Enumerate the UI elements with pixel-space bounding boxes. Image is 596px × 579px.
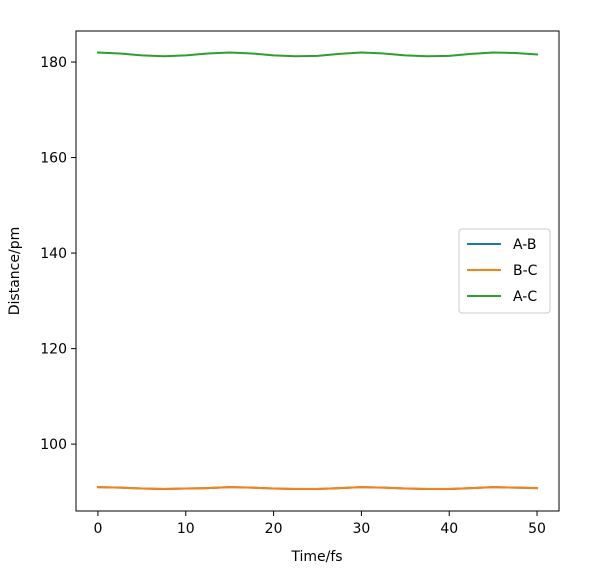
y-tick-label: 120 <box>40 342 67 358</box>
plot-frame <box>75 30 560 512</box>
series-line-a-c <box>96 51 539 58</box>
series-line-b-c <box>96 486 539 491</box>
x-axis-label: Time/fs <box>290 549 342 565</box>
x-tick-label: 50 <box>528 521 546 537</box>
x-tick-label: 40 <box>440 521 458 537</box>
legend-label-a-c: A-C <box>513 289 537 305</box>
y-axis-ticks: 100 120 140 160 180 <box>40 55 76 453</box>
legend-label-b-c: B-C <box>513 263 538 279</box>
x-tick-label: 0 <box>93 521 102 537</box>
x-axis-ticks: 0 10 20 30 40 50 <box>93 511 546 537</box>
x-tick-label: 30 <box>352 521 370 537</box>
y-tick-label: 180 <box>40 55 67 71</box>
x-tick-label: 10 <box>177 521 195 537</box>
x-tick-label: 20 <box>265 521 283 537</box>
legend-box <box>458 228 551 314</box>
legend-label-a-b: A-B <box>513 237 536 253</box>
y-tick-label: 140 <box>40 246 67 262</box>
series-layer <box>96 51 539 491</box>
y-tick-label: 160 <box>40 151 67 167</box>
legend: A-B B-C A-C <box>458 228 551 314</box>
y-axis-label: Distance/pm <box>7 227 23 315</box>
y-tick-label: 100 <box>40 437 67 453</box>
